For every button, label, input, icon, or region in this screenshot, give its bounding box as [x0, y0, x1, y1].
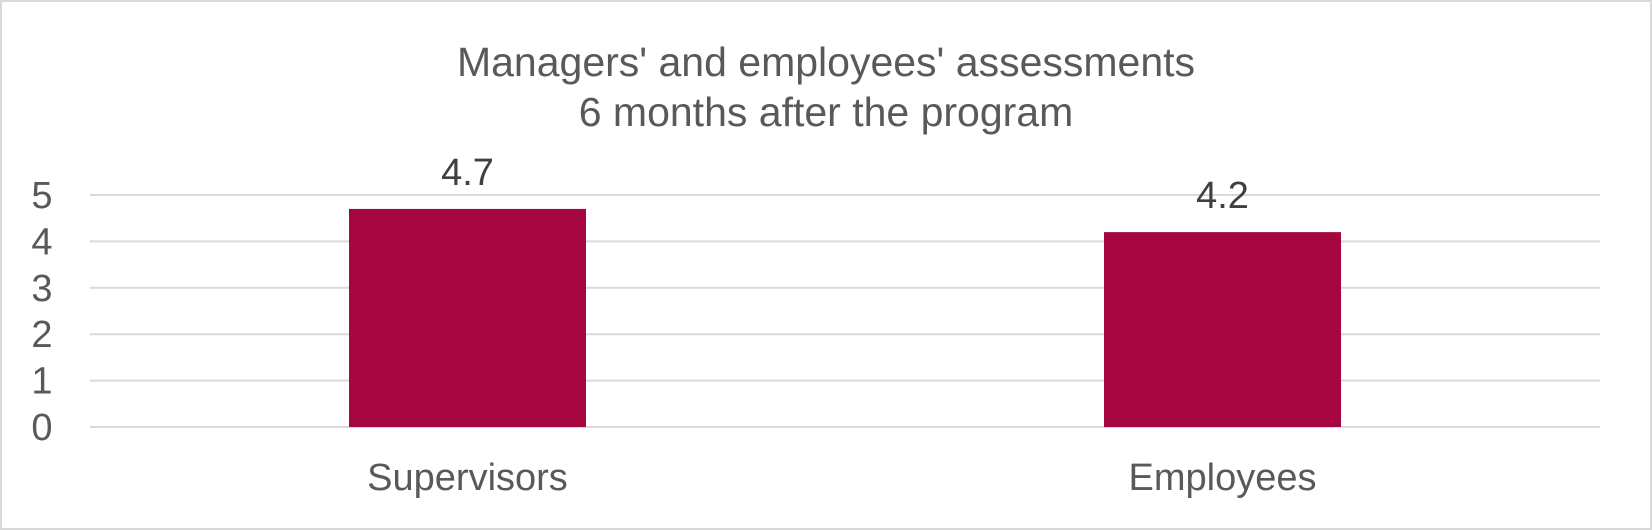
category-labels: Supervisors Employees — [367, 457, 1316, 499]
chart-title: Managers' and employees' assessments 6 m… — [457, 39, 1195, 135]
bars — [349, 208, 1341, 427]
y-axis-ticks: 01 23 45 — [31, 175, 52, 449]
bar-supervisors — [349, 208, 586, 427]
bar-employees — [1104, 232, 1341, 427]
y-tick-label: 1 — [31, 361, 52, 403]
y-tick-label: 4 — [31, 221, 52, 263]
data-labels: 4.7 4.2 — [441, 152, 1249, 217]
data-label-supervisors: 4.7 — [441, 152, 494, 194]
data-label-employees: 4.2 — [1196, 175, 1249, 217]
category-label-employees: Employees — [1129, 457, 1317, 499]
y-tick-label: 3 — [31, 268, 52, 310]
chart-title-line-1: Managers' and employees' assessments — [457, 39, 1195, 85]
y-tick-label: 5 — [31, 175, 52, 217]
y-tick-label: 0 — [31, 407, 52, 449]
y-tick-label: 2 — [31, 314, 52, 356]
category-label-supervisors: Supervisors — [367, 457, 568, 499]
chart-title-line-2: 6 months after the program — [579, 89, 1074, 135]
gridlines — [90, 194, 1600, 428]
